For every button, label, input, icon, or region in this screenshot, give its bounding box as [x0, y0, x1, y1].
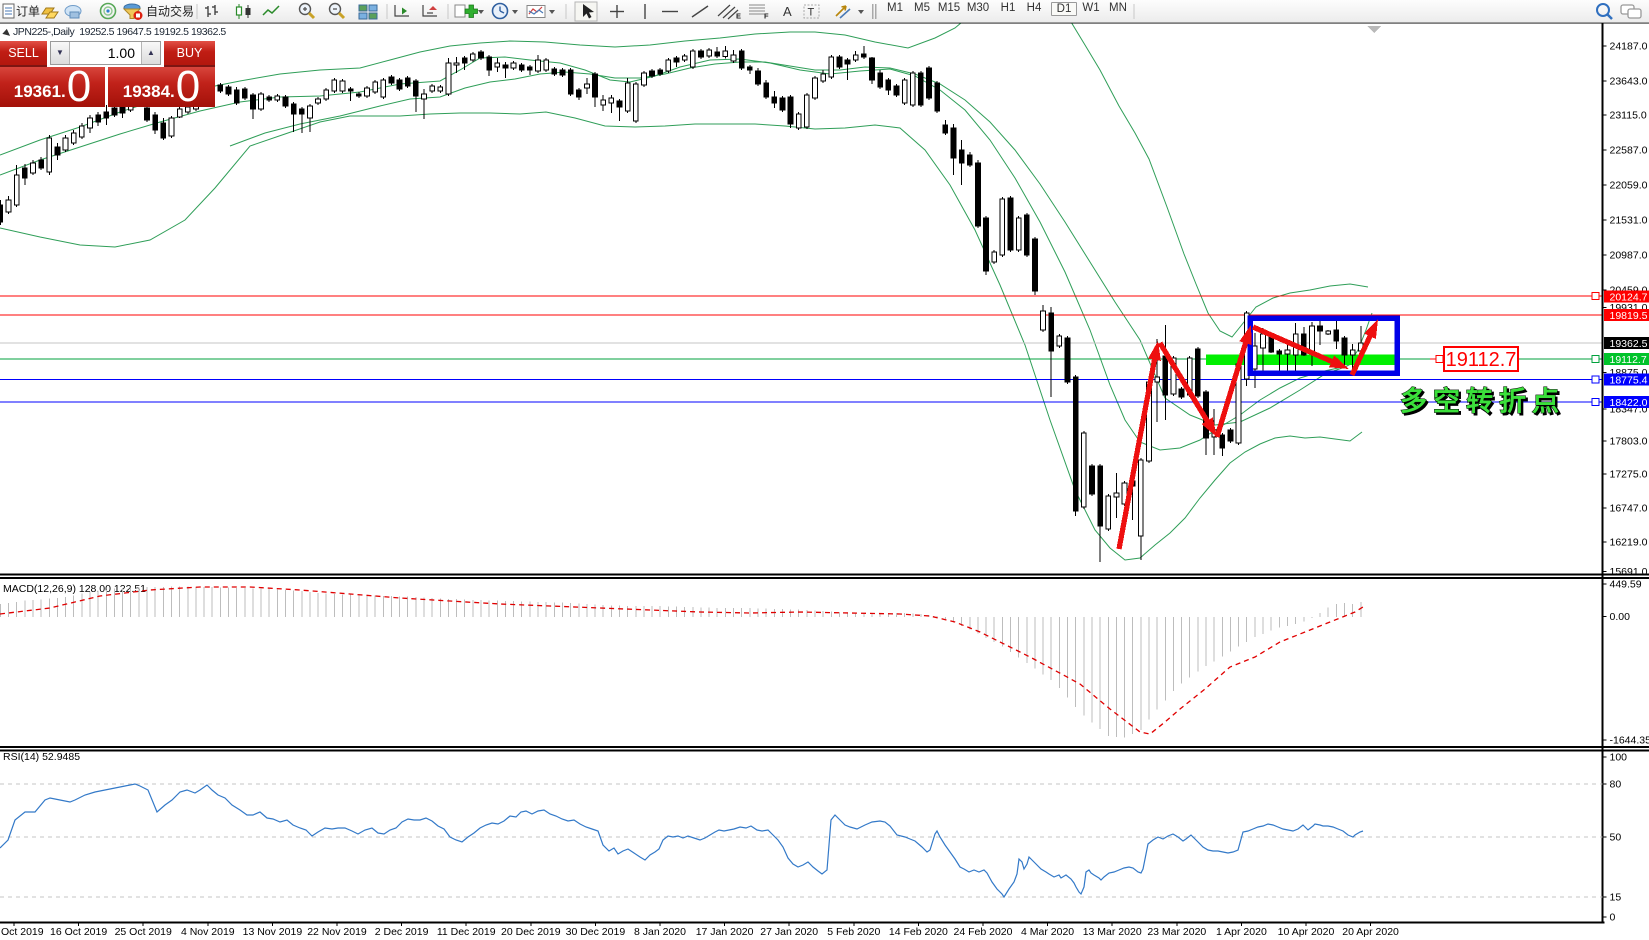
- svg-text:27 Jan 2020: 27 Jan 2020: [760, 926, 818, 938]
- svg-text:13 Mar 2020: 13 Mar 2020: [1083, 926, 1142, 938]
- svg-text:订单: 订单: [16, 5, 40, 19]
- svg-text:16 Oct 2019: 16 Oct 2019: [50, 926, 107, 938]
- svg-text:100: 100: [1610, 752, 1628, 764]
- svg-text:19112.7: 19112.7: [1446, 349, 1517, 371]
- svg-text:19362.5: 19362.5: [1610, 338, 1648, 350]
- svg-text:23115.0: 23115.0: [1610, 110, 1647, 122]
- svg-text:4 Nov 2019: 4 Nov 2019: [181, 926, 235, 938]
- svg-text:13 Nov 2019: 13 Nov 2019: [243, 926, 303, 938]
- svg-text:25 Oct 2019: 25 Oct 2019: [115, 926, 172, 938]
- svg-text:20124.7: 20124.7: [1610, 291, 1648, 303]
- svg-text:15: 15: [1610, 892, 1622, 904]
- svg-text:24187.0: 24187.0: [1610, 41, 1648, 53]
- svg-text:18422.0: 18422.0: [1610, 397, 1648, 409]
- svg-text:17275.0: 17275.0: [1610, 469, 1648, 481]
- svg-text:0.00: 0.00: [1610, 611, 1631, 623]
- svg-text:22059.0: 22059.0: [1610, 180, 1648, 192]
- svg-text:19112.7: 19112.7: [1610, 354, 1647, 366]
- svg-text:449.59: 449.59: [1610, 579, 1642, 591]
- svg-text:23 Mar 2020: 23 Mar 2020: [1147, 926, 1206, 938]
- svg-text:22587.0: 22587.0: [1610, 145, 1648, 157]
- svg-text:多空转折点: 多空转折点: [1400, 386, 1565, 417]
- svg-text:MACD(12,26,9) 128.00 122.51: MACD(12,26,9) 128.00 122.51: [3, 583, 146, 595]
- svg-text:17 Jan 2020: 17 Jan 2020: [696, 926, 754, 938]
- svg-text:16219.0: 16219.0: [1610, 537, 1648, 549]
- svg-text:80: 80: [1610, 779, 1622, 791]
- svg-text:F: F: [764, 12, 769, 21]
- svg-text:17803.0: 17803.0: [1610, 436, 1648, 448]
- svg-text:8 Jan 2020: 8 Jan 2020: [634, 926, 686, 938]
- svg-text:50: 50: [1610, 832, 1622, 844]
- svg-text:10 Apr 2020: 10 Apr 2020: [1278, 926, 1335, 938]
- svg-text:-1644.35: -1644.35: [1610, 735, 1649, 747]
- svg-text:20 Apr 2020: 20 Apr 2020: [1342, 926, 1399, 938]
- svg-text:2 Dec 2019: 2 Dec 2019: [375, 926, 429, 938]
- svg-text:5 Feb 2020: 5 Feb 2020: [827, 926, 880, 938]
- svg-text:15691.0: 15691.0: [1610, 566, 1648, 578]
- svg-text:20 Dec 2019: 20 Dec 2019: [501, 926, 561, 938]
- svg-text:16747.0: 16747.0: [1610, 503, 1648, 515]
- svg-text:11 Dec 2019: 11 Dec 2019: [437, 926, 496, 938]
- svg-text:19819.5: 19819.5: [1610, 310, 1648, 322]
- svg-text:14 Feb 2020: 14 Feb 2020: [889, 926, 948, 938]
- svg-text:T: T: [808, 7, 815, 19]
- svg-text:24 Feb 2020: 24 Feb 2020: [954, 926, 1013, 938]
- svg-text:Oct 2019: Oct 2019: [1, 926, 44, 938]
- svg-text:1 Apr 2020: 1 Apr 2020: [1216, 926, 1267, 938]
- svg-text:30 Dec 2019: 30 Dec 2019: [566, 926, 626, 938]
- svg-text:20987.0: 20987.0: [1610, 250, 1648, 262]
- svg-text:21531.0: 21531.0: [1610, 215, 1648, 227]
- svg-text:A: A: [783, 4, 792, 19]
- svg-text:RSI(14) 52.9485: RSI(14) 52.9485: [3, 751, 80, 763]
- svg-text:0: 0: [1610, 912, 1616, 924]
- svg-text:E: E: [736, 12, 741, 21]
- svg-text:22 Nov 2019: 22 Nov 2019: [307, 926, 367, 938]
- svg-text:自动交易: 自动交易: [146, 4, 194, 19]
- svg-text:4 Mar 2020: 4 Mar 2020: [1021, 926, 1074, 938]
- svg-text:18775.4: 18775.4: [1610, 374, 1648, 386]
- svg-text:23643.0: 23643.0: [1610, 76, 1648, 88]
